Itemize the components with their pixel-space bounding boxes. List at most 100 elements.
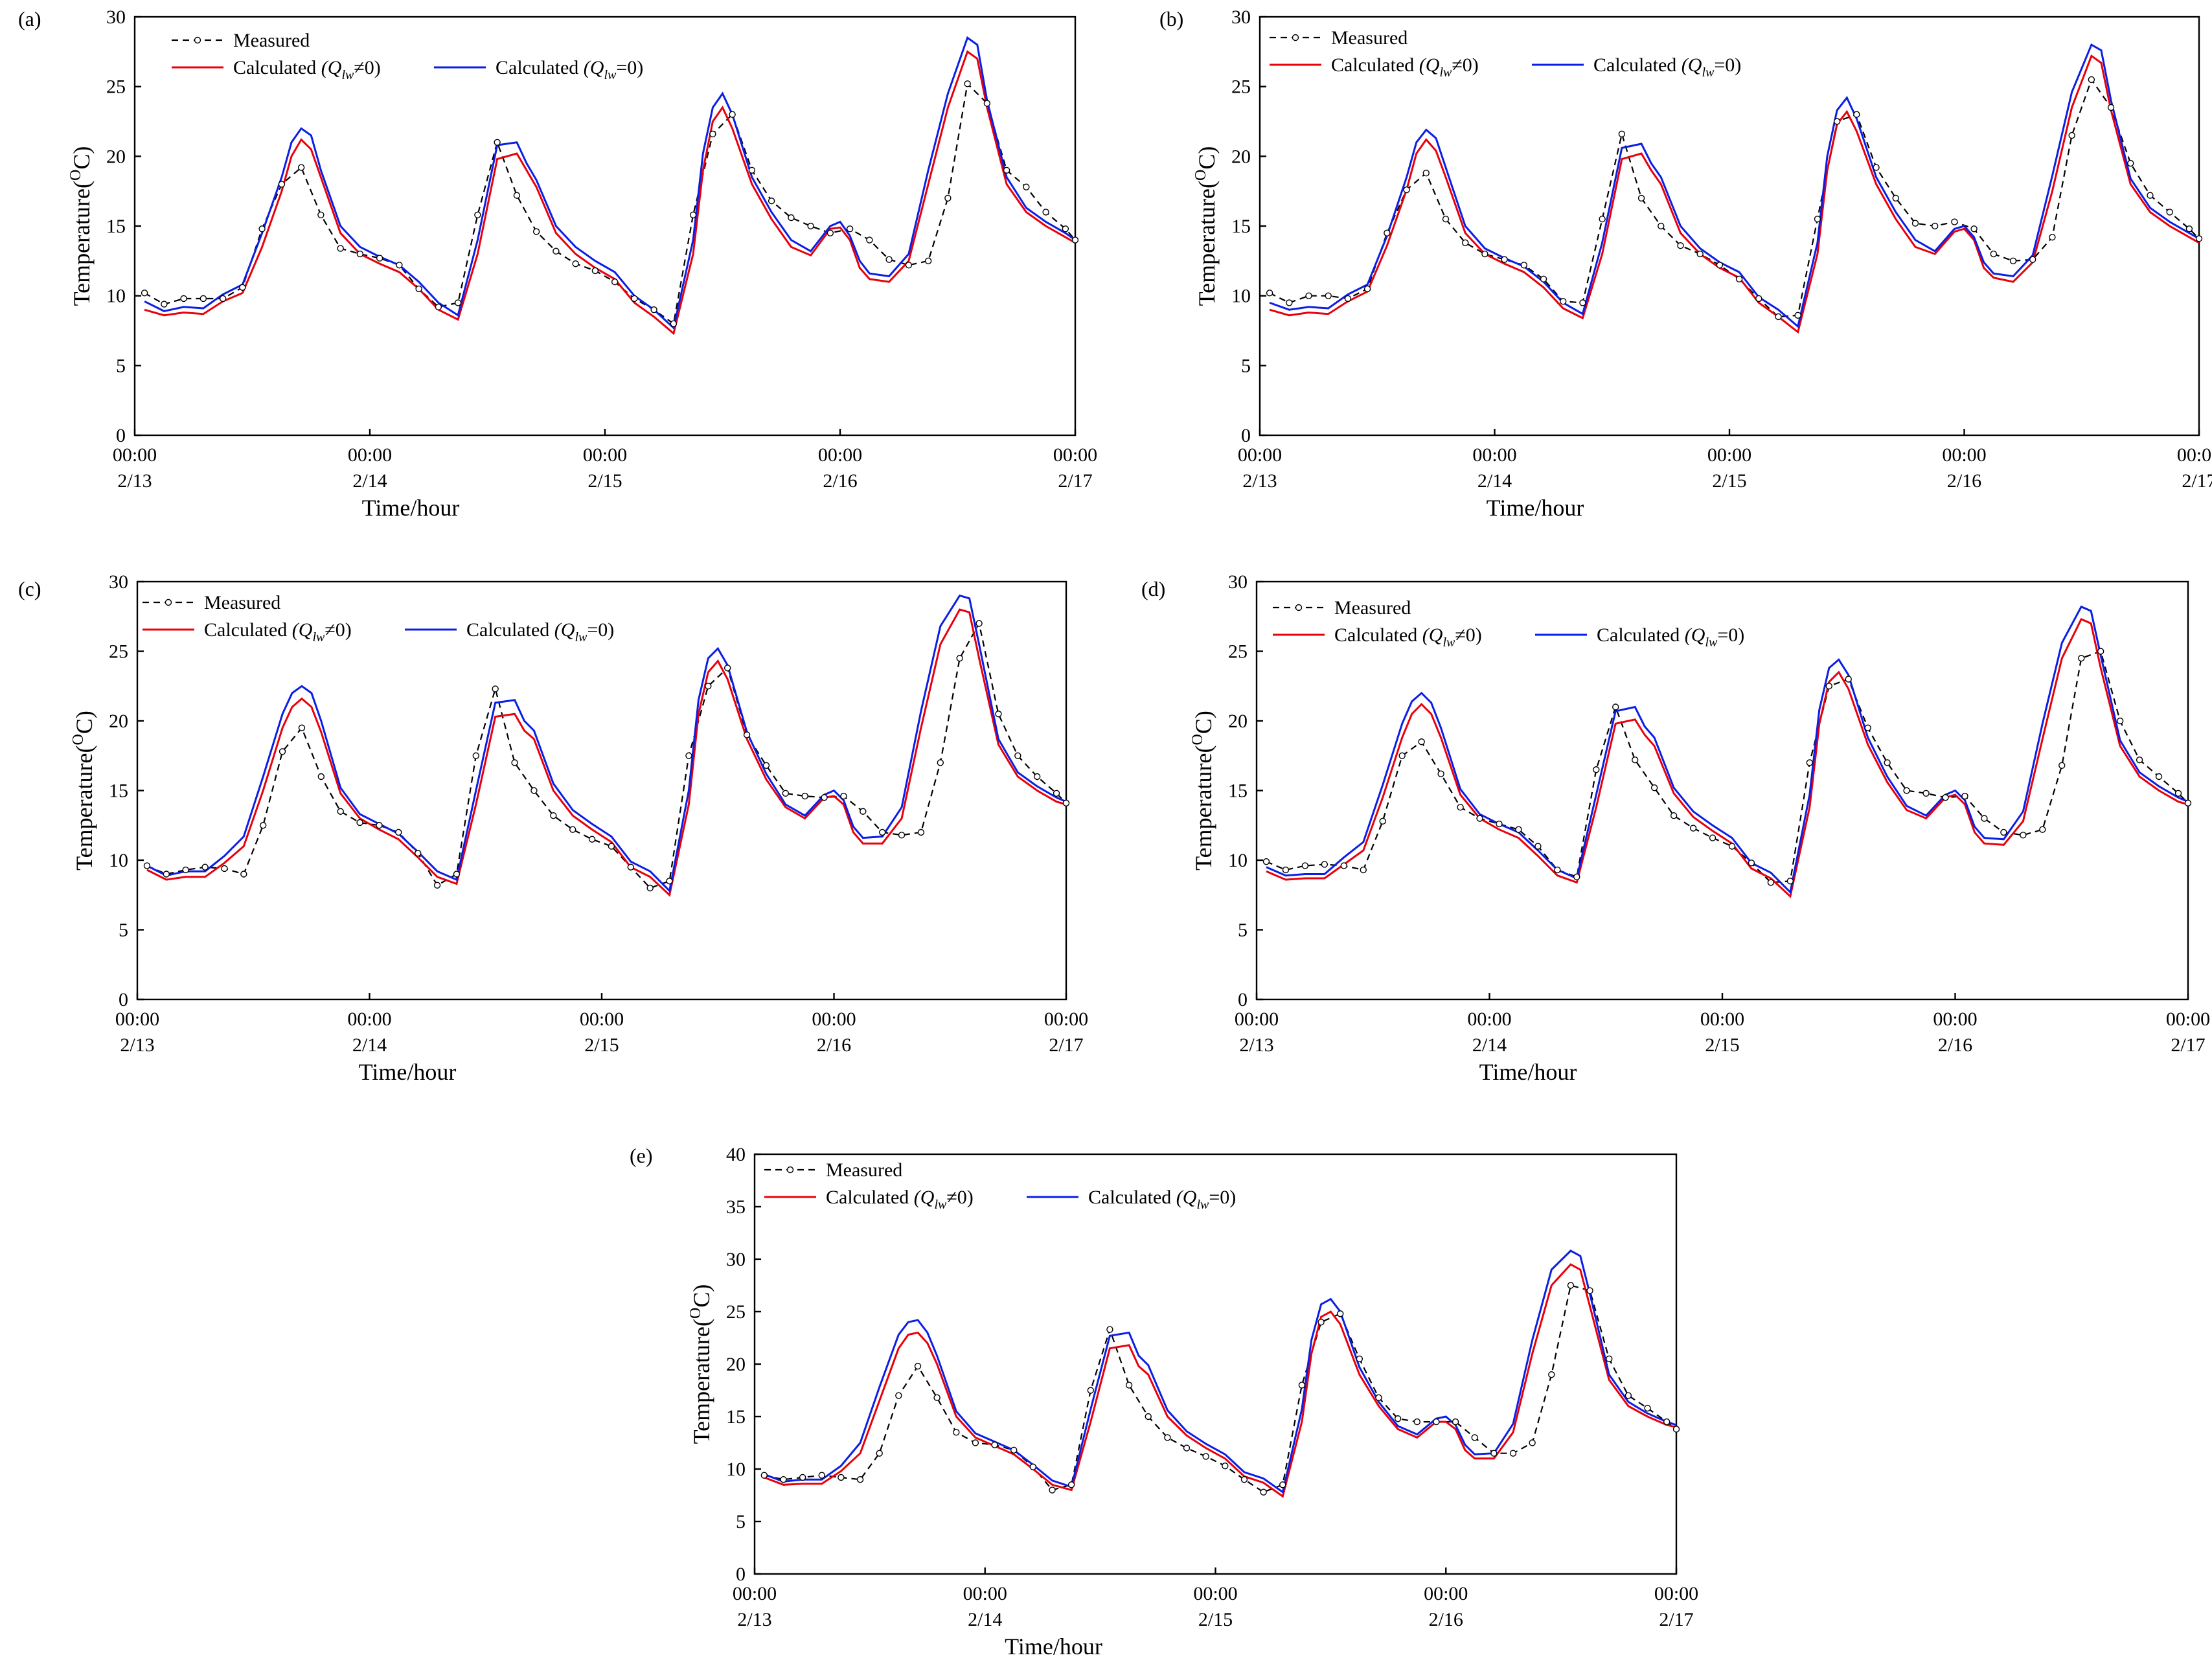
measured-point bbox=[1515, 826, 1522, 833]
y-tick-label: 15 bbox=[726, 1406, 746, 1428]
measured-point bbox=[2107, 104, 2115, 111]
legend-label-calc-lw-zero: Calculated (Qlw=0) bbox=[1597, 624, 1744, 650]
x-tick-date-label: 2/17 bbox=[2182, 470, 2212, 492]
x-tick-time-label: 00:00 bbox=[1707, 444, 1751, 466]
measured-point bbox=[1461, 239, 1469, 247]
measured-point bbox=[840, 792, 847, 800]
measured-point bbox=[1631, 756, 1639, 764]
y-tick-label: 20 bbox=[726, 1354, 746, 1375]
measured-point bbox=[2174, 790, 2182, 797]
measured-point bbox=[2058, 762, 2066, 769]
y-tick-label: 5 bbox=[736, 1511, 746, 1533]
y-tick-label: 20 bbox=[109, 711, 128, 732]
measured-point bbox=[821, 794, 828, 801]
measured-point bbox=[474, 211, 481, 218]
measured-point bbox=[530, 787, 538, 794]
legend-marker bbox=[194, 36, 201, 44]
measured-point bbox=[513, 192, 521, 199]
measured-point bbox=[1884, 759, 1891, 766]
measured-point bbox=[1071, 236, 1079, 244]
measured-point bbox=[685, 752, 692, 759]
measured-point bbox=[944, 194, 952, 202]
legend-label-calc-lw-zero: Calculated (Qlw=0) bbox=[1088, 1187, 1236, 1212]
x-tick-time-label: 00:00 bbox=[1942, 444, 1986, 466]
measured-point bbox=[569, 826, 576, 833]
legend-label-calc-lw-zero: Calculated (Qlw=0) bbox=[1593, 54, 1741, 80]
x-tick-date-label: 2/16 bbox=[1429, 1609, 1463, 1630]
measured-point bbox=[317, 211, 325, 218]
measured-point bbox=[788, 214, 795, 222]
measured-point bbox=[1501, 256, 1508, 263]
measured-point bbox=[2127, 159, 2134, 167]
measured-point bbox=[1599, 216, 1606, 223]
measured-point bbox=[1418, 738, 1425, 746]
y-axis-title: Temperature(OC) bbox=[1189, 711, 1216, 871]
x-tick-time-label: 00:00 bbox=[1472, 444, 1516, 466]
measured-point bbox=[760, 1472, 768, 1479]
measured-point bbox=[1728, 843, 1736, 850]
measured-point bbox=[956, 655, 963, 662]
x-tick-time-label: 00:00 bbox=[1424, 1583, 1468, 1604]
measured-point bbox=[924, 257, 932, 265]
measured-point bbox=[972, 1439, 979, 1446]
measured-point bbox=[337, 808, 344, 815]
measured-point bbox=[588, 836, 596, 843]
measured-point bbox=[1222, 1462, 1229, 1470]
measured-point bbox=[2009, 257, 2017, 265]
measured-point bbox=[317, 773, 325, 781]
x-axis-title: Time/hour bbox=[359, 1059, 457, 1085]
measured-point bbox=[1573, 873, 1580, 881]
y-tick-label: 10 bbox=[1231, 286, 1251, 307]
measured-point bbox=[1164, 1434, 1171, 1441]
x-tick-time-label: 00:00 bbox=[1193, 1583, 1237, 1604]
y-tick-label: 35 bbox=[726, 1196, 746, 1218]
measured-point bbox=[729, 111, 736, 118]
y-tick-label: 15 bbox=[1231, 216, 1251, 237]
measured-point bbox=[472, 752, 480, 759]
measured-point bbox=[743, 731, 751, 738]
measured-point bbox=[1325, 292, 1332, 299]
x-tick-time-label: 00:00 bbox=[1933, 1008, 1977, 1030]
measured-point bbox=[878, 828, 886, 836]
measured-point bbox=[1240, 1476, 1248, 1483]
measured-point bbox=[1696, 250, 1704, 258]
y-tick-label: 15 bbox=[109, 781, 128, 802]
measured-point bbox=[1853, 111, 1860, 118]
measured-point bbox=[724, 665, 731, 672]
x-tick-time-label: 00:00 bbox=[2177, 444, 2212, 466]
legend-label-calc-lw-nonzero: Calculated (Qlw≠0) bbox=[826, 1187, 974, 1212]
x-axis-title: Time/hour bbox=[362, 495, 460, 521]
measured-point bbox=[838, 1474, 845, 1481]
measured-point bbox=[1663, 1418, 1670, 1426]
x-tick-date-label: 2/14 bbox=[968, 1609, 1002, 1630]
measured-point bbox=[995, 711, 1002, 718]
measured-point bbox=[608, 843, 615, 850]
measured-point bbox=[1321, 861, 1328, 868]
measured-point bbox=[937, 759, 944, 766]
y-tick-label: 0 bbox=[736, 1564, 746, 1585]
measured-point bbox=[2185, 225, 2193, 233]
measured-point bbox=[827, 229, 834, 236]
measured-point bbox=[1845, 676, 1852, 683]
x-tick-date-label: 2/13 bbox=[1239, 1034, 1273, 1056]
measured-point bbox=[553, 247, 560, 255]
measured-point bbox=[297, 164, 305, 171]
measured-point bbox=[2195, 235, 2203, 242]
measured-point bbox=[1677, 242, 1684, 249]
y-tick-label: 5 bbox=[1238, 920, 1248, 941]
measured-point bbox=[1873, 164, 1880, 171]
y-tick-label: 15 bbox=[106, 216, 126, 237]
measured-point bbox=[1010, 1446, 1018, 1454]
measured-point bbox=[1650, 784, 1658, 792]
measured-point bbox=[631, 295, 638, 302]
series-line-measured bbox=[1269, 78, 2200, 318]
measured-point bbox=[646, 884, 654, 892]
panel-label: (c) bbox=[18, 577, 41, 600]
series-line-measured bbox=[1266, 650, 2189, 883]
measured-point bbox=[905, 262, 913, 269]
measured-point bbox=[1981, 815, 1988, 822]
legend-label-measured: Measured bbox=[204, 592, 280, 613]
x-tick-time-label: 00:00 bbox=[1467, 1008, 1511, 1030]
measured-point bbox=[1403, 186, 1410, 194]
measured-point bbox=[1534, 843, 1542, 850]
